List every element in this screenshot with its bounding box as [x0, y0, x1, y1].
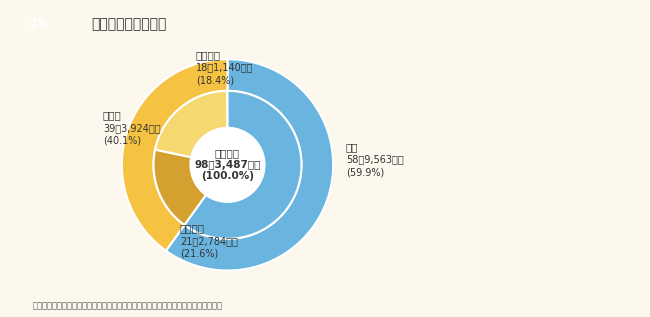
- Text: 18兆1,140億円: 18兆1,140億円: [196, 63, 254, 73]
- Polygon shape: [185, 91, 302, 239]
- Text: 市町村税: 市町村税: [180, 223, 205, 233]
- Text: 58兆9,563億円: 58兆9,563億円: [346, 155, 404, 165]
- Text: 道府県税: 道府県税: [196, 50, 221, 60]
- Text: (21.6%): (21.6%): [180, 249, 218, 259]
- Text: (40.1%): (40.1%): [103, 136, 141, 146]
- Polygon shape: [122, 59, 228, 251]
- Circle shape: [190, 128, 265, 202]
- Polygon shape: [155, 91, 228, 157]
- Text: (18.4%): (18.4%): [196, 75, 234, 85]
- Text: 21兆2,784億円: 21兆2,784億円: [180, 236, 238, 246]
- Text: 地方税: 地方税: [103, 110, 122, 120]
- Text: 租税総額: 租税総額: [215, 148, 240, 158]
- Polygon shape: [153, 150, 206, 225]
- Polygon shape: [166, 59, 333, 270]
- Text: (59.9%): (59.9%): [346, 167, 384, 177]
- Text: （注）東京都が徴収した市町村税相当額は、市町村税に含み、道府県税に含まない。: （注）東京都が徴収した市町村税相当額は、市町村税に含み、道府県税に含まない。: [32, 301, 222, 310]
- Text: (100.0%): (100.0%): [201, 171, 254, 181]
- Text: 98兆3,487億円: 98兆3,487億円: [194, 160, 261, 170]
- Text: 第25図: 第25図: [24, 17, 54, 30]
- Text: 39兆3,924億円: 39兆3,924億円: [103, 123, 161, 133]
- Text: 国税: 国税: [346, 142, 358, 152]
- Text: 国税と地方税の状況: 国税と地方税の状況: [91, 17, 166, 31]
